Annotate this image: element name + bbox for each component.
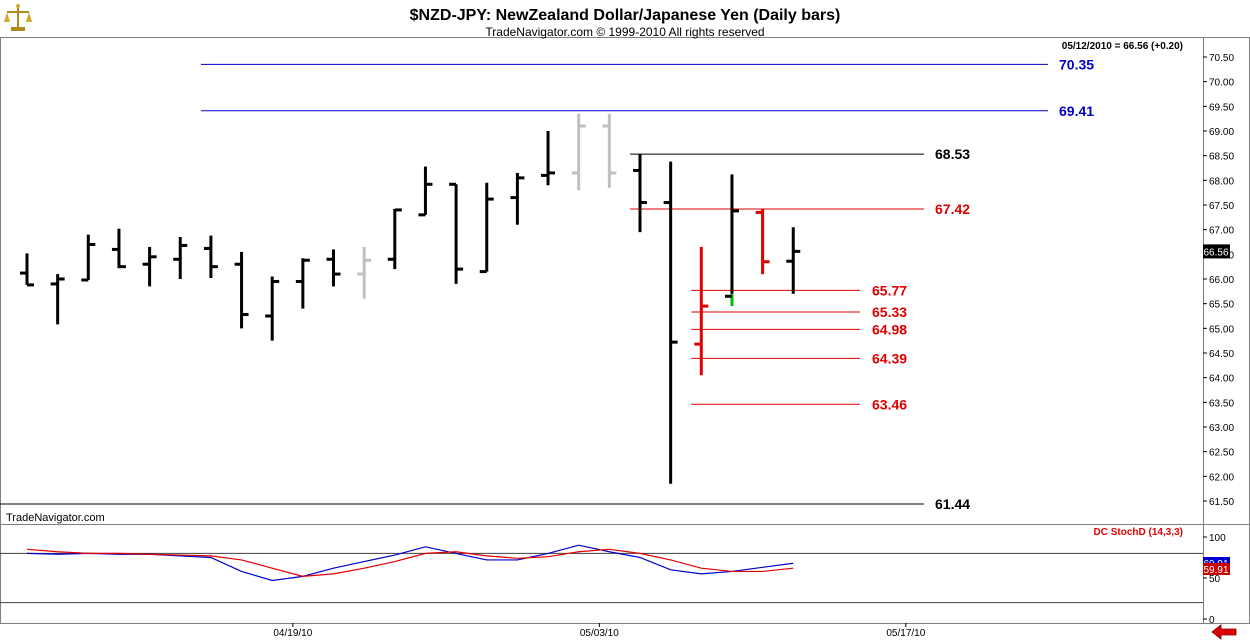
price-tick-label: 68.00	[1209, 176, 1234, 187]
ohlc-bar	[510, 172, 525, 225]
price-tick-label: 62.00	[1209, 472, 1234, 483]
level-label: 63.46	[872, 396, 907, 412]
ohlc-bar	[541, 131, 556, 186]
price-tick-label: 70.50	[1209, 53, 1234, 64]
scales-icon	[4, 4, 32, 31]
price-tick-label: 65.00	[1209, 324, 1234, 335]
level-label: 65.77	[872, 282, 907, 298]
level-label: 65.33	[872, 304, 907, 320]
stoch-title: DC StochD (14,3,3)	[1094, 527, 1183, 538]
ohlc-bar	[449, 182, 464, 284]
stoch-tick-label: 50	[1209, 574, 1221, 585]
stoch-tick-label: 0	[1209, 615, 1215, 626]
price-tick-label: 69.50	[1209, 102, 1234, 113]
ohlc-bar	[357, 246, 372, 299]
level-label: 68.53	[935, 146, 970, 162]
last-price-label: 66.56	[1203, 247, 1228, 258]
price-tick-label: 68.50	[1209, 152, 1234, 163]
price-tick-label: 67.00	[1209, 226, 1234, 237]
level-label: 64.98	[872, 321, 907, 337]
ohlc-bar	[173, 237, 188, 279]
price-tick-label: 65.50	[1209, 300, 1234, 311]
date-tick-label: 04/19/10	[273, 628, 312, 639]
ohlc-bar	[20, 253, 34, 287]
ohlc-bar	[571, 113, 586, 191]
chart-subtitle: TradeNavigator.com © 1999-2010 All right…	[485, 25, 764, 39]
date-tick-label: 05/17/10	[886, 628, 925, 639]
price-tick-label: 67.50	[1209, 201, 1234, 212]
date-tick-label: 05/03/10	[580, 628, 619, 639]
ohlc-bar	[724, 174, 739, 307]
ohlc-bar	[387, 208, 402, 270]
ohlc-bar	[203, 235, 218, 279]
stoch-series-line	[26, 548, 794, 577]
price-tick-label: 69.00	[1209, 127, 1234, 138]
ohlc-bar	[786, 227, 801, 294]
ohlc-bar	[265, 276, 280, 341]
stoch-d-label: 59.91	[1203, 565, 1228, 576]
ohlc-bar	[602, 113, 617, 188]
ohlc-bar	[663, 161, 678, 484]
ohlc-bar	[234, 251, 249, 329]
price-tick-label: 61.50	[1209, 497, 1234, 508]
ohlc-bar	[81, 234, 96, 282]
ohlc-bar	[418, 166, 433, 217]
stoch-series-line	[26, 544, 794, 582]
level-label: 69.41	[1059, 103, 1094, 119]
level-label: 64.39	[872, 350, 907, 366]
price-tick-label: 70.00	[1209, 78, 1234, 89]
level-label: 61.44	[935, 496, 970, 512]
ohlc-bar	[755, 208, 770, 275]
price-tick-label: 66.00	[1209, 275, 1234, 286]
ohlc-bar	[479, 182, 494, 274]
price-tick-label: 63.00	[1209, 423, 1234, 434]
level-label: 67.42	[935, 201, 970, 217]
ohlc-bar	[142, 246, 157, 287]
ohlc-bar	[295, 258, 310, 309]
ohlc-bar	[633, 154, 647, 233]
ohlc-bar	[326, 249, 341, 287]
chart-title: $NZD-JPY: NewZealand Dollar/Japanese Yen…	[410, 7, 841, 24]
last-price-badge	[1203, 244, 1230, 259]
price-readout: 05/12/2010 = 66.56 (+0.20)	[1062, 41, 1183, 52]
stoch-d-badge	[1203, 563, 1230, 575]
price-tick-label: 64.50	[1209, 349, 1234, 360]
price-tick-label: 64.00	[1209, 374, 1234, 385]
level-label: 70.35	[1059, 56, 1094, 72]
stoch-panel-frame	[0, 524, 1250, 624]
price-tick-label: 62.50	[1209, 448, 1234, 459]
ohlc-bar	[50, 274, 65, 325]
ohlc-bar	[111, 228, 126, 269]
price-tick-label: 63.50	[1209, 398, 1234, 409]
watermark: TradeNavigator.com	[6, 512, 105, 524]
stoch-tick-label: 100	[1209, 533, 1226, 544]
scroll-back-arrow-icon[interactable]	[1211, 624, 1237, 640]
ohlc-bar	[694, 246, 709, 376]
